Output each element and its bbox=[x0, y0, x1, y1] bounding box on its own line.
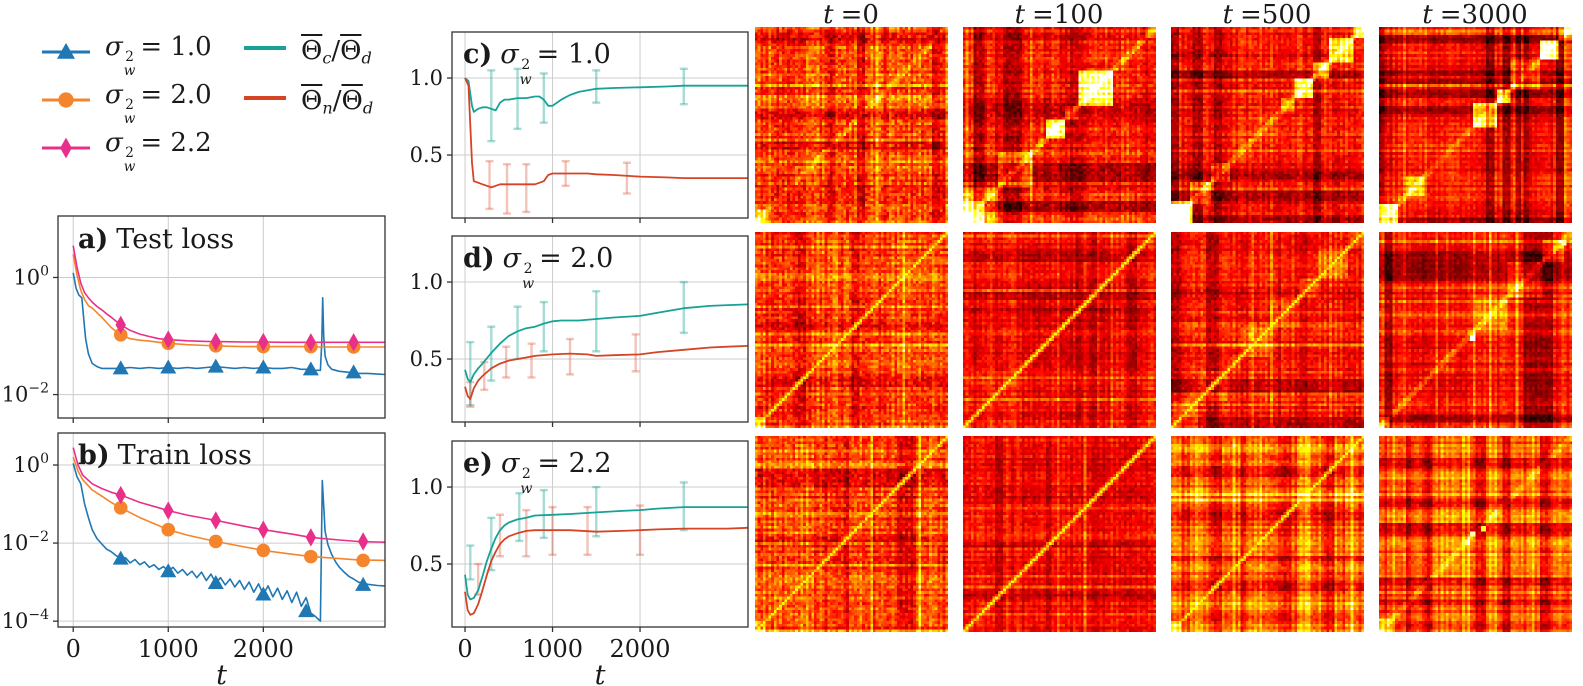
heatmap-header-t3000: t =3000 bbox=[1422, 0, 1528, 30]
legend-item-sigma-3: σ 2 w = 2.2 bbox=[40, 128, 212, 175]
heatmap-header-t0: t =0 bbox=[823, 0, 879, 30]
heatmap-c-t100 bbox=[963, 27, 1156, 223]
legend-item-sigma-2: σ 2 w = 2.0 bbox=[40, 80, 212, 127]
heatmap-d-t3000 bbox=[1379, 232, 1572, 428]
svg-text:10−2: 10−2 bbox=[2, 529, 49, 555]
heatmap-e-t500 bbox=[1171, 436, 1364, 632]
heatmap-header-t100: t =100 bbox=[1014, 0, 1104, 30]
heatmap-c-t500 bbox=[1171, 27, 1364, 223]
heatmap-c-t3000 bbox=[1379, 27, 1572, 223]
svg-text:t: t bbox=[595, 660, 606, 686]
svg-text:0.5: 0.5 bbox=[410, 552, 443, 576]
legend-label: σ 2 w = 2.2 bbox=[105, 128, 212, 175]
heatmap-e-t3000 bbox=[1379, 436, 1572, 632]
legend-marker-circle bbox=[40, 88, 92, 119]
svg-text:t: t bbox=[216, 660, 227, 686]
heatmap-header-t500: t =500 bbox=[1222, 0, 1312, 30]
legend-line-teal-icon bbox=[242, 36, 288, 67]
panel-title-c: c) σ 2 w = 1.0 bbox=[463, 39, 611, 88]
legend-marker-triangle bbox=[40, 40, 92, 71]
svg-text:100: 100 bbox=[13, 451, 49, 477]
heatmap-e-t0 bbox=[755, 436, 948, 632]
panel-title-test-loss: a) Test loss bbox=[78, 224, 235, 255]
heatmap-d-t100 bbox=[963, 232, 1156, 428]
svg-text:2000: 2000 bbox=[233, 635, 294, 663]
svg-text:2000: 2000 bbox=[609, 635, 670, 663]
legend-label: Θn/Θd bbox=[301, 86, 374, 118]
svg-text:100: 100 bbox=[13, 263, 49, 289]
heatmap-d-t0 bbox=[755, 232, 948, 428]
svg-text:1.0: 1.0 bbox=[410, 475, 443, 499]
svg-text:0.5: 0.5 bbox=[410, 143, 443, 167]
heatmap-d-t500 bbox=[1171, 232, 1364, 428]
legend-item-sigma-1: σ 2 w = 1.0 bbox=[40, 32, 212, 79]
svg-text:10−2: 10−2 bbox=[2, 381, 49, 407]
svg-text:0: 0 bbox=[66, 635, 81, 663]
svg-text:0: 0 bbox=[457, 635, 472, 663]
panel-title-e: e) σ 2 w = 2.2 bbox=[463, 448, 612, 497]
legend-label: Θc/Θd bbox=[301, 36, 372, 68]
svg-text:10−4: 10−4 bbox=[2, 607, 49, 633]
legend-line-red-icon bbox=[242, 86, 288, 117]
svg-text:1000: 1000 bbox=[522, 635, 583, 663]
heatmap-e-t100 bbox=[963, 436, 1156, 632]
legend-item-theta-c: Θc/Θd bbox=[242, 36, 372, 68]
svg-text:1000: 1000 bbox=[138, 635, 199, 663]
heatmap-c-t0 bbox=[755, 27, 948, 223]
legend-item-theta-n: Θn/Θd bbox=[242, 86, 373, 118]
svg-text:0.5: 0.5 bbox=[410, 347, 443, 371]
svg-text:1.0: 1.0 bbox=[410, 270, 443, 294]
legend-label: σ 2 w = 1.0 bbox=[105, 32, 212, 79]
panel-title-d: d) σ 2 w = 2.0 bbox=[463, 243, 614, 292]
svg-text:1.0: 1.0 bbox=[410, 66, 443, 90]
panel-title-train-loss: b) Train loss bbox=[78, 440, 252, 471]
legend-marker-diamond bbox=[40, 136, 92, 167]
legend-label: σ 2 w = 2.0 bbox=[105, 80, 212, 127]
